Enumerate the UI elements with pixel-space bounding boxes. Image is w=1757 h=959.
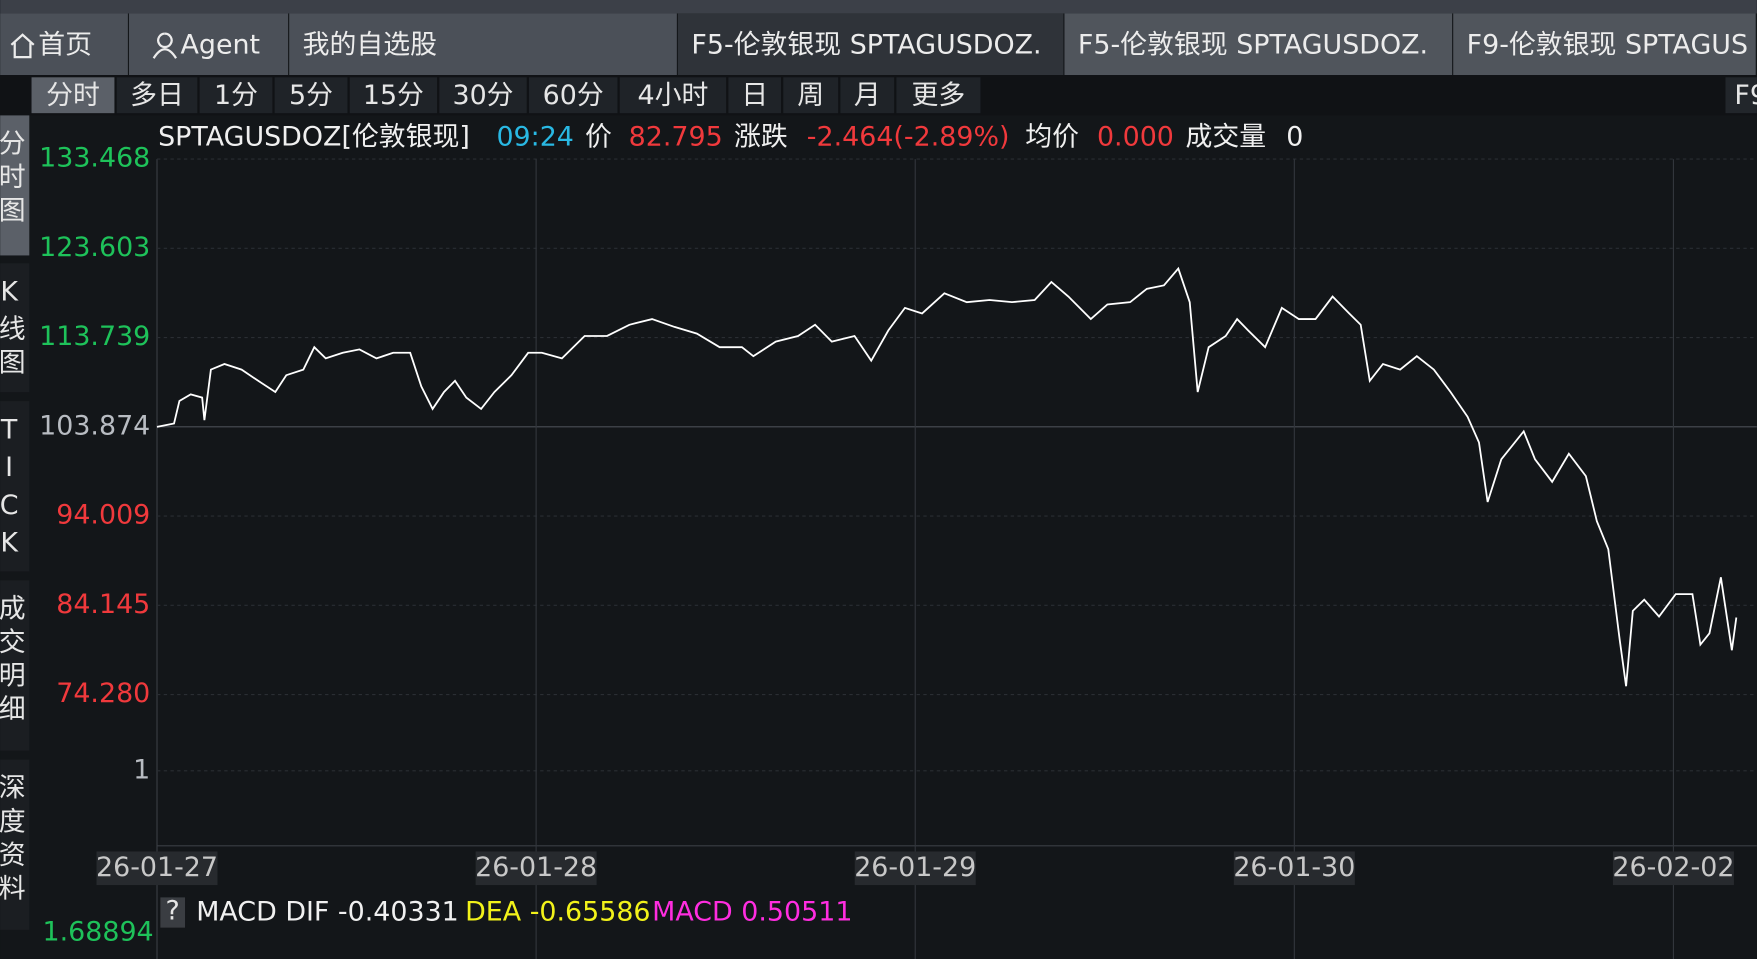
period-button[interactable] [31,77,115,114]
period-label[interactable]: 月 [854,80,881,111]
quote-price-label: 价 [585,121,612,152]
y-tick-label: 133.468 [39,143,150,174]
macd-value: MACD 0.50511 [652,897,852,928]
tab[interactable] [0,13,128,76]
top-strip [0,0,1757,14]
x-tick-label-bg [96,851,218,886]
macd-help[interactable]: ? [166,895,180,926]
period-right-box[interactable] [1725,77,1757,114]
y-tick-label: 103.874 [39,410,150,441]
tab-label[interactable]: F5-伦敦银现 SPTAGUSDOZ. [691,29,1041,60]
quote-change: -2.464(-2.89%) [807,121,1010,152]
x-tick-label-bg [1612,851,1734,886]
macd-axis-label: 1.68894 [43,917,154,948]
quote-time: 09:24 [496,121,573,152]
macd-help-box[interactable] [160,897,186,928]
y-tick-label: 74.280 [56,678,150,709]
volume-tick-label: 1 [133,754,150,785]
y-tick-label: 94.009 [56,500,150,531]
period-button[interactable] [783,77,839,114]
side-tab-label[interactable]: K线图 [0,277,25,382]
tab[interactable] [289,13,677,76]
x-tick-label: 26-02-02 [1612,852,1734,883]
period-button[interactable] [116,77,198,114]
user-icon [152,32,178,59]
quote-price: 82.795 [629,121,723,152]
period-label[interactable]: 周 [797,80,824,111]
quote-avg-label: 均价 [1025,121,1079,152]
side-tab[interactable] [0,759,30,930]
period-label[interactable]: 1分 [214,80,258,111]
period-button[interactable] [619,77,727,114]
side-tab[interactable] [0,263,30,393]
x-tick-label: 26-01-28 [475,852,597,883]
quote-change-label: 涨跌 [734,121,788,152]
tab-label[interactable]: F5-伦敦银现 SPTAGUSDOZ. [1078,29,1428,60]
tab-label[interactable]: 我的自选股 [303,29,437,60]
x-tick-label: 26-01-29 [854,852,976,883]
y-tick-label: 84.145 [56,589,150,620]
tab[interactable] [129,13,289,76]
period-button[interactable] [349,77,438,114]
period-label[interactable]: 5分 [289,80,333,111]
period-label[interactable]: 4小时 [637,80,708,111]
period-right[interactable]: F9 [1734,80,1757,111]
side-tab-label[interactable]: 成交明细 [0,593,25,728]
tab[interactable] [1453,13,1756,76]
macd-dea: DEA -0.65586 [465,897,650,928]
period-button[interactable] [840,77,895,114]
y-tick-label: 113.739 [39,321,150,352]
period-button[interactable] [896,77,981,114]
side-tab[interactable] [0,115,30,256]
period-label[interactable]: 15分 [363,80,424,111]
tab-label[interactable]: 首页 [38,29,92,60]
period-label[interactable]: 日 [741,80,768,111]
quote-volume: 0 [1286,121,1303,152]
period-button[interactable] [439,77,527,114]
x-tick-label-bg [854,851,976,886]
period-label[interactable]: 多日 [130,80,184,111]
side-tab[interactable] [0,580,30,751]
macd-dif: MACD DIF -0.40331 [196,897,459,928]
quote-avg: 0.000 [1097,121,1174,152]
y-tick-label: 123.603 [39,232,150,263]
quote-symbol: SPTAGUSDOZ[伦敦银现] [158,121,470,152]
tab-label[interactable]: F9-伦敦银现 SPTAGUS [1467,29,1748,60]
period-button[interactable] [199,77,273,114]
x-tick-label-bg [475,851,597,886]
price-line [156,266,1738,687]
tab-label[interactable]: Agent [181,29,261,60]
tab[interactable] [677,13,1064,76]
quote-volume-label: 成交量 [1185,121,1266,152]
period-button[interactable] [528,77,618,114]
side-tab-label[interactable]: 分时图 [0,129,25,230]
tab[interactable] [1064,13,1453,76]
side-tab[interactable] [0,401,30,572]
period-label[interactable]: 更多 [912,80,966,111]
x-tick-label-bg [1233,851,1355,886]
home-icon [10,33,35,59]
side-tab-label[interactable]: 深度资料 [0,773,25,908]
period-label[interactable]: 30分 [452,80,513,111]
period-label[interactable]: 60分 [543,80,604,111]
x-tick-label: 26-01-27 [96,852,218,883]
period-button[interactable] [728,77,782,114]
period-label[interactable]: 分时 [46,80,100,111]
x-tick-label: 26-01-30 [1233,852,1355,883]
side-tab-label[interactable]: TICK [0,415,25,566]
period-button[interactable] [274,77,348,114]
